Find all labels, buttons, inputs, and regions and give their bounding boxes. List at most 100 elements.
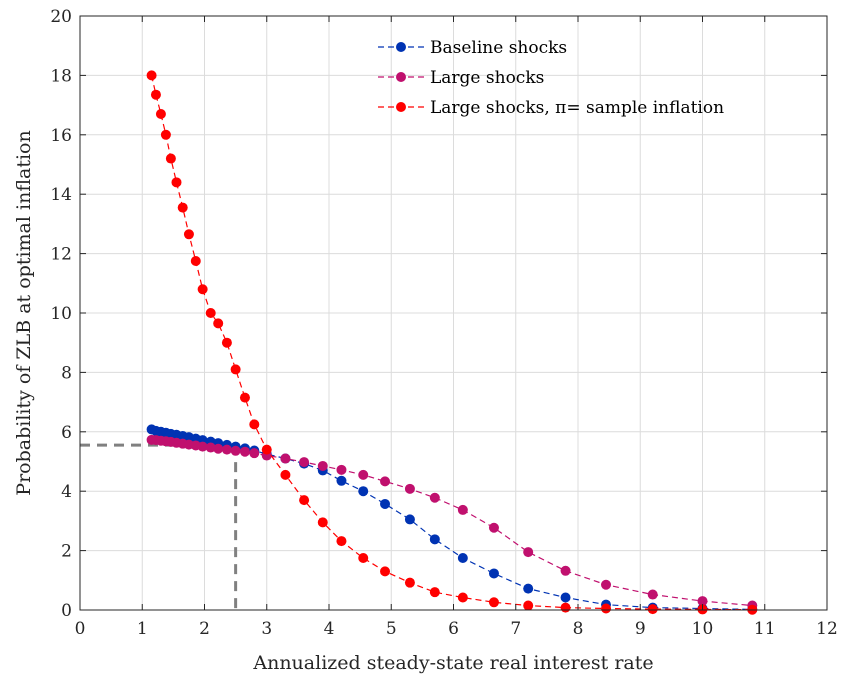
series-3 — [146, 70, 758, 615]
data-point — [457, 592, 468, 603]
data-point — [213, 318, 224, 329]
data-point — [380, 476, 391, 487]
x-tick-label: 3 — [261, 619, 272, 639]
x-tick-label: 2 — [199, 619, 210, 639]
data-point — [146, 70, 157, 81]
y-axis-label: Probability of ZLB at optimal inflation — [13, 130, 35, 495]
data-point — [429, 587, 440, 598]
data-point — [155, 109, 166, 120]
data-point — [429, 492, 440, 503]
legend-label: Large shocks, π= sample inflation — [430, 98, 724, 118]
data-point — [205, 442, 216, 453]
data-point — [358, 553, 369, 564]
data-point — [380, 566, 391, 577]
data-point — [317, 517, 328, 528]
data-point — [523, 600, 534, 611]
data-point — [261, 444, 272, 455]
x-tick-label: 1 — [137, 619, 148, 639]
data-point — [457, 553, 468, 564]
y-tick-label: 18 — [50, 66, 72, 86]
data-point — [601, 603, 612, 614]
data-point — [249, 448, 260, 459]
y-tick-label: 4 — [61, 482, 72, 502]
data-point — [205, 308, 216, 318]
x-tick-label: 0 — [75, 619, 86, 639]
x-tick-label: 9 — [635, 619, 646, 639]
series-2 — [146, 434, 758, 611]
data-point — [380, 498, 391, 509]
data-point — [213, 443, 224, 454]
y-tick-label: 6 — [61, 423, 72, 443]
data-point — [336, 536, 347, 547]
data-point — [239, 446, 250, 457]
series-line — [151, 439, 753, 607]
legend-label: Baseline shocks — [430, 38, 567, 58]
legend: Baseline shocks Large shocks Large shocks,… — [378, 38, 724, 118]
data-point — [404, 577, 415, 588]
data-point — [697, 596, 708, 607]
y-tick-label: 20 — [50, 7, 72, 27]
reference-lines — [80, 443, 238, 610]
data-point — [177, 202, 188, 213]
data-point — [197, 284, 208, 295]
y-tick-label: 12 — [50, 245, 72, 265]
data-point — [165, 153, 176, 164]
data-point — [221, 337, 232, 348]
legend-label: Large shocks — [430, 68, 544, 88]
data-point — [488, 568, 499, 579]
data-point — [171, 177, 182, 188]
data-point — [429, 534, 440, 545]
x-tick-label: 8 — [573, 619, 584, 639]
data-point — [336, 464, 347, 475]
x-tick-label: 11 — [754, 619, 776, 639]
x-tick-label: 7 — [510, 619, 521, 639]
data-point — [336, 475, 347, 486]
data-point — [523, 583, 534, 594]
x-tick-label: 4 — [324, 619, 335, 639]
data-point — [358, 486, 369, 497]
gridlines — [80, 16, 827, 610]
y-tick-label: 8 — [61, 363, 72, 383]
data-point — [197, 441, 208, 452]
data-point — [239, 392, 250, 403]
data-point — [560, 565, 571, 576]
data-point — [560, 592, 571, 603]
y-tick-label: 14 — [50, 185, 72, 205]
data-point — [299, 457, 310, 468]
series-line — [151, 428, 753, 611]
data-point — [601, 579, 612, 590]
data-point — [280, 453, 291, 464]
y-tick-label: 10 — [50, 304, 72, 324]
data-point — [150, 89, 161, 100]
data-point — [404, 514, 415, 525]
data-point — [523, 547, 534, 558]
x-tick-label: 10 — [692, 619, 714, 639]
x-axis-label: Annualized steady-state real interest ra… — [252, 652, 653, 674]
y-tick-label: 0 — [61, 601, 72, 621]
data-point — [488, 597, 499, 608]
x-tick-label: 5 — [386, 619, 397, 639]
data-point — [647, 589, 658, 600]
x-tick-label: 6 — [448, 619, 459, 639]
data-point — [560, 602, 571, 613]
data-point — [160, 129, 171, 140]
data-point — [299, 495, 310, 506]
data-point — [280, 469, 291, 480]
data-point — [457, 504, 468, 515]
x-tick-label: 12 — [816, 619, 838, 639]
series-layer — [146, 70, 758, 615]
data-point — [317, 460, 328, 471]
data-point — [358, 469, 369, 480]
data-point — [183, 229, 194, 240]
data-point — [404, 483, 415, 494]
data-point — [190, 256, 201, 267]
y-tick-label: 2 — [61, 542, 72, 562]
data-point — [230, 364, 241, 375]
legend-marker — [396, 102, 406, 112]
data-point — [230, 445, 241, 456]
data-point — [249, 419, 260, 430]
data-point — [221, 444, 232, 455]
data-point — [488, 522, 499, 533]
